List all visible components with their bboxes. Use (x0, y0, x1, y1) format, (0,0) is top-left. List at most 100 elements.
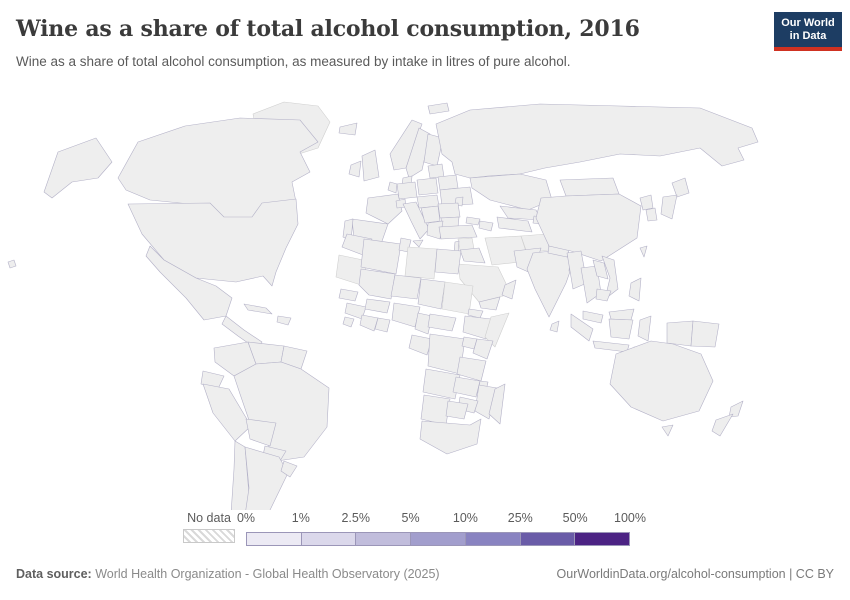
region-uk[interactable] (361, 149, 380, 182)
region-hispaniola[interactable] (276, 315, 292, 326)
region-cambodia[interactable] (595, 288, 612, 302)
region-ethiopia[interactable] (462, 315, 492, 340)
owid-citation-link[interactable]: OurWorldinData.org/alcohol-consumption |… (556, 567, 834, 581)
legend-bin-5-10%[interactable] (411, 532, 466, 546)
legend-tick-label: 5% (401, 511, 420, 525)
region-mali[interactable] (358, 268, 396, 300)
region-georgia[interactable] (465, 216, 481, 226)
region-yemen[interactable] (478, 296, 501, 311)
region-burkina-faso[interactable] (364, 298, 391, 314)
region-iceland[interactable] (338, 122, 358, 136)
region-papua-new-guinea[interactable] (690, 320, 720, 348)
legend-bin-1-2.5%[interactable] (301, 532, 357, 546)
region-india[interactable] (526, 249, 574, 318)
region-algeria[interactable] (360, 238, 402, 275)
region-greece[interactable] (426, 220, 444, 240)
region-japan-north[interactable] (671, 177, 690, 198)
region-svalbard[interactable] (427, 102, 450, 115)
region-turkey[interactable] (438, 224, 478, 240)
region-cote-divoire[interactable] (359, 314, 379, 332)
region-vietnam[interactable] (601, 255, 619, 300)
region-brazil[interactable] (233, 361, 330, 462)
region-balkans[interactable] (420, 205, 441, 224)
region-nigeria[interactable] (391, 302, 421, 328)
region-egypt[interactable] (434, 248, 462, 275)
region-angola[interactable] (422, 368, 461, 400)
region-ireland[interactable] (348, 160, 362, 178)
region-ghana[interactable] (374, 317, 391, 333)
legend-bin-10-25%[interactable] (465, 532, 521, 546)
legend-bin-50-100%[interactable] (575, 532, 631, 546)
region-japan-south[interactable] (660, 194, 678, 220)
owid-logo[interactable]: Our World in Data (774, 12, 842, 51)
region-philippines[interactable] (628, 277, 642, 302)
legend-bin-0-1%[interactable] (246, 532, 302, 546)
region-taiwan[interactable] (639, 245, 648, 258)
region-iraq[interactable] (459, 247, 486, 264)
region-sierra-leone[interactable] (342, 316, 355, 328)
region-zambia[interactable] (452, 376, 481, 398)
region-botswana[interactable] (445, 400, 469, 420)
region-sumatra[interactable] (570, 313, 594, 342)
region-belarus[interactable] (437, 174, 459, 191)
region-usa[interactable] (127, 198, 299, 287)
region-australia[interactable] (609, 340, 714, 422)
region-kenya[interactable] (472, 338, 494, 360)
region-russia[interactable] (435, 103, 759, 179)
region-bolivia[interactable] (245, 418, 277, 447)
region-cameroon[interactable] (414, 312, 433, 335)
region-italy[interactable] (402, 201, 430, 240)
region-benelux[interactable] (387, 181, 398, 194)
legend-bin-25-50%[interactable] (520, 532, 576, 546)
region-malaysia-peninsula[interactable] (582, 310, 604, 324)
region-poland[interactable] (416, 177, 439, 196)
region-tanzania[interactable] (456, 356, 487, 382)
region-sicily[interactable] (412, 239, 424, 248)
region-somalia[interactable] (484, 312, 510, 348)
region-sulawesi[interactable] (637, 315, 652, 342)
region-madagascar[interactable] (488, 383, 506, 425)
legend-colorbar-area: 0% 1% 2.5% 5% 10% 25% 50% 100% (237, 511, 646, 546)
region-sudan[interactable] (441, 281, 474, 315)
region-baltics[interactable] (427, 163, 445, 179)
legend-no-data-swatch[interactable] (183, 529, 235, 543)
region-gabon-congo[interactable] (408, 334, 433, 356)
region-senegal[interactable] (338, 288, 359, 302)
region-tasmania[interactable] (661, 424, 674, 437)
data-source-note: Data source: World Health Organization -… (16, 567, 440, 581)
region-hawaii[interactable] (7, 259, 17, 269)
region-peru[interactable] (202, 383, 252, 442)
region-kalimantan[interactable] (608, 318, 634, 340)
region-sri-lanka[interactable] (549, 320, 560, 333)
region-west-papua[interactable] (666, 320, 694, 347)
region-laos[interactable] (592, 259, 609, 280)
region-uruguay[interactable] (280, 460, 298, 478)
region-china[interactable] (535, 193, 642, 262)
region-new-zealand-north[interactable] (728, 400, 744, 418)
region-alaska[interactable] (43, 137, 113, 199)
region-syria[interactable] (457, 237, 475, 251)
region-azerbaijan[interactable] (478, 220, 494, 232)
region-malaysia-borneo[interactable] (608, 308, 635, 321)
region-cuba[interactable] (243, 303, 273, 315)
region-france[interactable] (365, 193, 403, 225)
region-central-african-republic[interactable] (427, 313, 457, 332)
region-java[interactable] (592, 340, 630, 353)
region-mongolia[interactable] (559, 177, 620, 197)
region-south-korea[interactable] (645, 207, 658, 222)
region-chad[interactable] (417, 278, 446, 310)
region-new-zealand-south[interactable] (711, 413, 734, 437)
region-niger[interactable] (390, 274, 422, 300)
region-oman[interactable] (501, 279, 517, 300)
region-libya[interactable] (404, 246, 438, 280)
region-south-africa[interactable] (419, 418, 482, 455)
region-namibia[interactable] (420, 394, 451, 426)
region-argentina[interactable] (243, 446, 289, 510)
legend-bin-2.5-5%[interactable] (356, 532, 412, 546)
region-germany[interactable] (396, 181, 418, 200)
region-romania[interactable] (437, 202, 461, 219)
region-turkmenistan[interactable] (496, 216, 533, 233)
region-north-korea[interactable] (639, 194, 654, 211)
region-ukraine[interactable] (439, 186, 474, 207)
